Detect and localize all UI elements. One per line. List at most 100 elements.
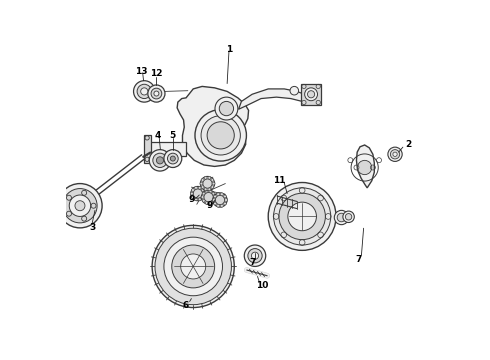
Circle shape bbox=[211, 186, 214, 189]
Circle shape bbox=[154, 91, 159, 96]
Circle shape bbox=[251, 252, 259, 259]
Circle shape bbox=[156, 157, 164, 164]
Circle shape bbox=[202, 192, 205, 195]
Circle shape bbox=[391, 150, 400, 159]
Circle shape bbox=[190, 192, 193, 195]
Circle shape bbox=[198, 186, 201, 189]
Text: 13: 13 bbox=[135, 67, 147, 76]
Circle shape bbox=[200, 182, 203, 185]
Circle shape bbox=[213, 196, 216, 199]
Circle shape bbox=[134, 81, 155, 102]
Circle shape bbox=[279, 193, 325, 240]
Circle shape bbox=[204, 193, 213, 202]
Circle shape bbox=[217, 193, 220, 195]
Text: 9: 9 bbox=[207, 201, 213, 210]
Text: 2: 2 bbox=[406, 140, 412, 149]
Circle shape bbox=[393, 152, 397, 157]
Circle shape bbox=[198, 198, 201, 201]
Circle shape bbox=[192, 189, 195, 192]
Circle shape bbox=[155, 228, 231, 305]
Circle shape bbox=[214, 195, 217, 198]
Polygon shape bbox=[177, 86, 248, 166]
Circle shape bbox=[202, 192, 205, 195]
Circle shape bbox=[217, 204, 220, 207]
Circle shape bbox=[211, 179, 214, 181]
Circle shape bbox=[358, 160, 372, 175]
Circle shape bbox=[200, 176, 215, 191]
Circle shape bbox=[149, 150, 171, 171]
Circle shape bbox=[171, 156, 175, 161]
Circle shape bbox=[141, 88, 148, 95]
Circle shape bbox=[215, 195, 224, 204]
Polygon shape bbox=[144, 135, 151, 163]
Polygon shape bbox=[301, 84, 321, 105]
Circle shape bbox=[204, 188, 207, 191]
Circle shape bbox=[224, 199, 227, 202]
Circle shape bbox=[192, 196, 195, 199]
Circle shape bbox=[63, 189, 97, 223]
Circle shape bbox=[201, 179, 204, 181]
Circle shape bbox=[209, 190, 212, 193]
Circle shape bbox=[388, 147, 402, 161]
Circle shape bbox=[207, 122, 234, 149]
Text: 6: 6 bbox=[183, 301, 189, 310]
Circle shape bbox=[148, 85, 165, 102]
Text: 1: 1 bbox=[226, 45, 232, 54]
Text: 4: 4 bbox=[154, 131, 161, 140]
Circle shape bbox=[181, 254, 206, 279]
Circle shape bbox=[205, 202, 208, 204]
Circle shape bbox=[195, 110, 246, 161]
Circle shape bbox=[58, 184, 102, 228]
Circle shape bbox=[220, 204, 223, 207]
Text: 7: 7 bbox=[355, 255, 362, 264]
Circle shape bbox=[137, 84, 151, 99]
Circle shape bbox=[201, 196, 204, 199]
Circle shape bbox=[153, 153, 167, 167]
Circle shape bbox=[268, 183, 336, 250]
Circle shape bbox=[273, 188, 331, 245]
Circle shape bbox=[69, 195, 91, 216]
Circle shape bbox=[215, 97, 238, 120]
Circle shape bbox=[223, 202, 226, 205]
Circle shape bbox=[212, 182, 215, 185]
Circle shape bbox=[220, 193, 223, 195]
Circle shape bbox=[214, 202, 217, 205]
Text: 9: 9 bbox=[189, 195, 196, 204]
Circle shape bbox=[245, 245, 266, 266]
Circle shape bbox=[288, 202, 317, 231]
Circle shape bbox=[290, 86, 298, 95]
Circle shape bbox=[205, 190, 208, 193]
Polygon shape bbox=[239, 89, 306, 109]
Circle shape bbox=[308, 91, 315, 98]
Text: 3: 3 bbox=[89, 222, 95, 231]
Circle shape bbox=[248, 249, 262, 263]
Circle shape bbox=[213, 199, 215, 202]
Circle shape bbox=[164, 237, 222, 296]
Circle shape bbox=[212, 192, 215, 195]
Circle shape bbox=[305, 88, 318, 101]
Circle shape bbox=[208, 188, 211, 191]
Circle shape bbox=[213, 193, 227, 207]
Text: 5: 5 bbox=[170, 131, 176, 140]
Circle shape bbox=[195, 186, 197, 189]
Circle shape bbox=[191, 186, 205, 201]
Circle shape bbox=[201, 116, 241, 155]
Text: 11: 11 bbox=[273, 176, 286, 185]
Circle shape bbox=[151, 88, 162, 99]
Circle shape bbox=[220, 102, 234, 116]
Circle shape bbox=[193, 189, 202, 198]
Circle shape bbox=[204, 176, 207, 179]
Circle shape bbox=[337, 213, 346, 222]
Polygon shape bbox=[356, 145, 374, 188]
Circle shape bbox=[201, 189, 204, 192]
Circle shape bbox=[152, 225, 234, 307]
Circle shape bbox=[203, 179, 212, 188]
Text: 12: 12 bbox=[150, 69, 163, 78]
Circle shape bbox=[334, 210, 348, 225]
Circle shape bbox=[172, 245, 215, 288]
Circle shape bbox=[209, 202, 212, 204]
Circle shape bbox=[201, 186, 204, 189]
Circle shape bbox=[343, 211, 354, 222]
Circle shape bbox=[208, 176, 211, 179]
Circle shape bbox=[201, 196, 204, 199]
